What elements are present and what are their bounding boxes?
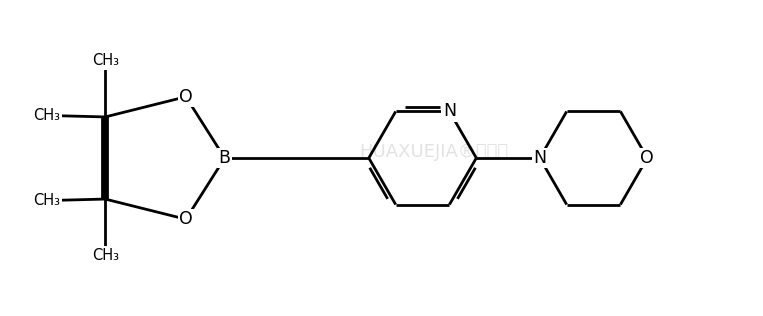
Text: O: O: [640, 149, 654, 167]
Text: B: B: [219, 149, 230, 167]
Text: CH₃: CH₃: [34, 108, 60, 123]
Text: O: O: [179, 88, 193, 106]
Text: CH₃: CH₃: [34, 193, 60, 208]
Text: HUAXUEJIA®化学加: HUAXUEJIA®化学加: [359, 143, 508, 161]
Text: N: N: [533, 149, 546, 167]
Text: CH₃: CH₃: [92, 53, 119, 69]
Text: N: N: [443, 102, 456, 120]
Text: O: O: [179, 210, 193, 228]
Text: CH₃: CH₃: [92, 247, 119, 263]
